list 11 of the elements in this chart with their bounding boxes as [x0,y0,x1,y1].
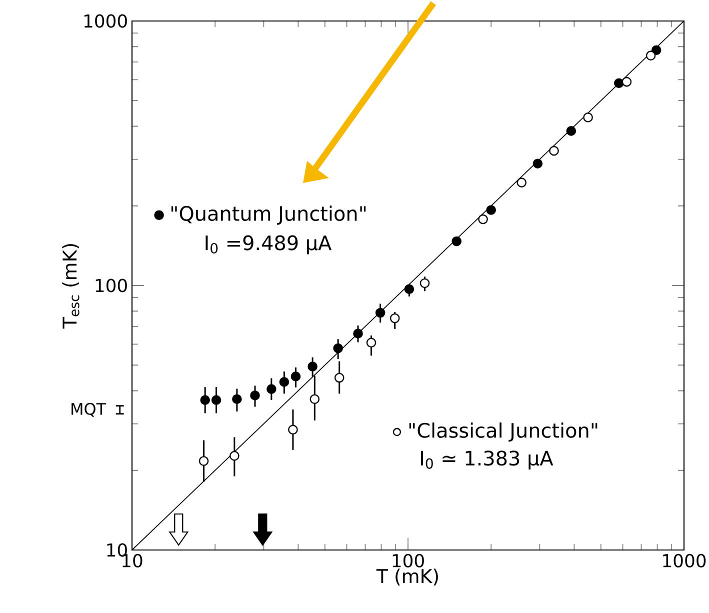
legend-label: "Quantum Junction" [171,206,366,225]
y-tick-label: 100 [96,278,127,292]
annotation: I$_{0}$ ≃ 1.383 μA [421,450,554,470]
x-tick-label: 100 [392,554,424,568]
annotation: I$_{0}$ =9.489 μA [206,235,332,254]
text: MQT [72,402,106,417]
x-tick-label: 1000 [663,554,706,568]
legend-label: "Classical Junction" [409,422,598,442]
y-tick-label: 1000 [84,14,127,28]
x-axis-title: T (mK) [376,568,438,586]
y-axis-title: T$_{esc}$ (mK) [62,244,80,329]
